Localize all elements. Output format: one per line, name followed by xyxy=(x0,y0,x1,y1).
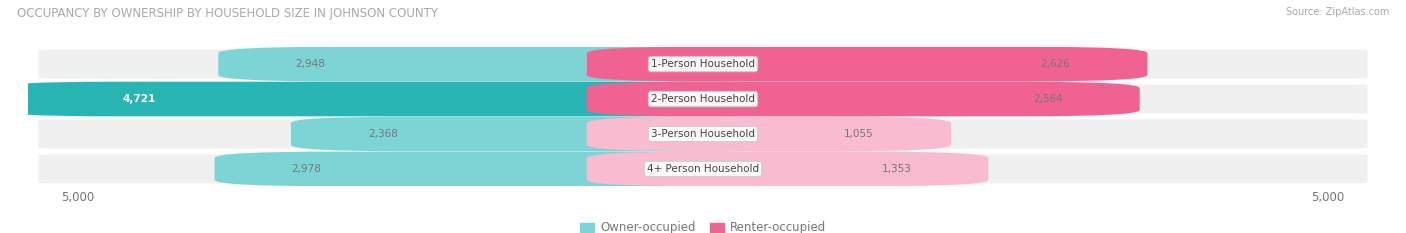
FancyBboxPatch shape xyxy=(38,118,1368,150)
Text: 3-Person Household: 3-Person Household xyxy=(651,129,755,139)
FancyBboxPatch shape xyxy=(586,47,1147,81)
Text: 2,978: 2,978 xyxy=(291,164,322,174)
FancyBboxPatch shape xyxy=(586,82,1140,116)
Text: 2-Person Household: 2-Person Household xyxy=(651,94,755,104)
Text: Source: ZipAtlas.com: Source: ZipAtlas.com xyxy=(1285,7,1389,17)
FancyBboxPatch shape xyxy=(586,152,988,186)
FancyBboxPatch shape xyxy=(38,153,1368,185)
Text: 4+ Person Household: 4+ Person Household xyxy=(647,164,759,174)
Text: 2,948: 2,948 xyxy=(295,59,325,69)
Text: 1,055: 1,055 xyxy=(844,129,875,139)
Text: 1,353: 1,353 xyxy=(882,164,911,174)
FancyBboxPatch shape xyxy=(0,82,820,116)
FancyBboxPatch shape xyxy=(291,117,820,151)
FancyBboxPatch shape xyxy=(38,83,1368,115)
Text: OCCUPANCY BY OWNERSHIP BY HOUSEHOLD SIZE IN JOHNSON COUNTY: OCCUPANCY BY OWNERSHIP BY HOUSEHOLD SIZE… xyxy=(17,7,437,20)
FancyBboxPatch shape xyxy=(38,48,1368,80)
FancyBboxPatch shape xyxy=(586,117,950,151)
Text: 1-Person Household: 1-Person Household xyxy=(651,59,755,69)
Text: 2,564: 2,564 xyxy=(1033,94,1063,104)
FancyBboxPatch shape xyxy=(215,152,820,186)
Legend: Owner-occupied, Renter-occupied: Owner-occupied, Renter-occupied xyxy=(575,217,831,233)
Text: 2,368: 2,368 xyxy=(368,129,398,139)
Text: 4,721: 4,721 xyxy=(122,94,156,104)
FancyBboxPatch shape xyxy=(218,47,820,81)
Text: 2,626: 2,626 xyxy=(1040,59,1070,69)
